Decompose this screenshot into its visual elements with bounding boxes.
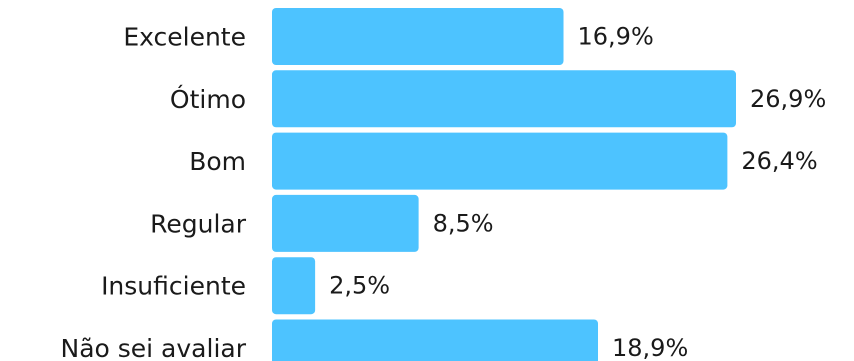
bar-1 [272,8,564,65]
category-labels-group: Excelente Ótimo Bom Regular Insuficiente Não … [61,23,247,361]
category-label-1: Excelente [123,23,246,52]
bar-2 [272,70,736,128]
bars-group [272,8,736,361]
bar-5 [272,257,316,315]
bar-4 [272,194,419,252]
category-label-5: Insuficiente [101,272,246,301]
value-label-1: 16,9% [578,23,654,51]
category-label-4: Regular [150,209,247,238]
category-label-3: Bom [189,147,246,176]
bar-3 [272,132,728,190]
value-label-4: 8,5% [433,209,494,237]
category-label-6: Não sei avaliar [61,334,247,361]
value-label-3: 26,4% [741,147,817,175]
value-labels-group: 16,9% 26,9% 26,4% 8,5% 2,5% 18,9% [329,23,826,361]
category-label-2: Ótimo [170,84,246,114]
value-label-6: 18,9% [612,334,688,361]
value-label-2: 26,9% [750,85,826,113]
bar-6 [272,319,599,361]
value-label-5: 2,5% [329,272,390,300]
